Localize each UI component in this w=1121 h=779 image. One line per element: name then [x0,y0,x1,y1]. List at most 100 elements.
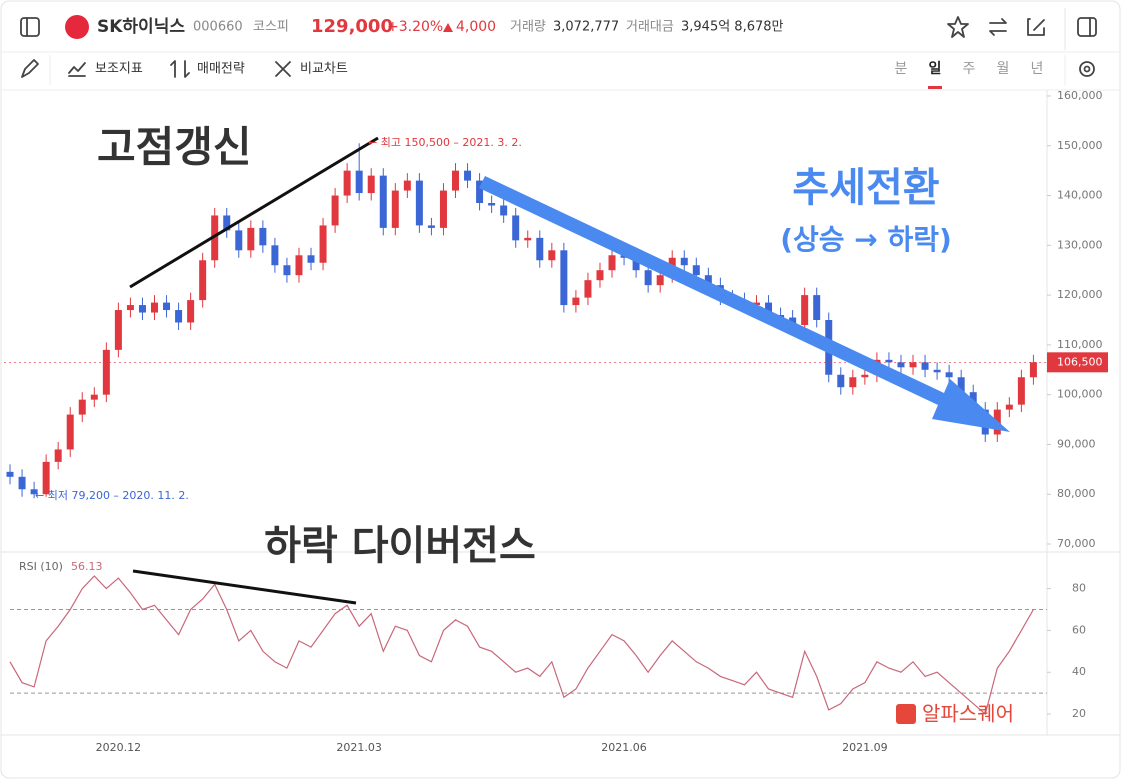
y-tick-label: 150,000 [1057,139,1103,152]
change: 4,000 [456,19,496,35]
candle-body [789,317,797,325]
candle-body [765,302,773,316]
candle-body [1017,377,1025,405]
period-tab[interactable]: 년 [1031,61,1044,77]
logo [65,15,89,39]
candle-body [608,255,616,271]
change-pct: +3.20% [387,19,443,35]
strategy-icon [170,60,190,78]
y-tick-label: 60 [1072,623,1086,636]
candle-body [126,305,134,311]
candle-body [319,225,327,263]
annotation: 하락 다이버전스 [264,523,536,569]
candle-body [644,270,652,286]
watermark-logo [896,704,916,724]
header: SK하이닉스 000660 코스피 129,000 +3.20% 4,000 거… [1,8,1120,53]
indicator-icon [68,62,86,77]
candle-body [235,230,243,251]
candle-body [114,310,122,350]
candle-body [1005,404,1013,410]
y-tick-label: 160,000 [1057,89,1103,102]
draw-button[interactable] [21,59,39,78]
candle-body [909,362,917,368]
tool[interactable]: 비교차트 [300,62,348,77]
watermark: 알파스퀘어 [922,702,1014,726]
volume: 3,072,777 [553,20,619,35]
candle-body [452,170,459,191]
settings-button-center [1083,65,1091,73]
candle-body [813,295,821,320]
candle-body [66,414,74,450]
candle-body [512,215,520,241]
candle-body [560,250,568,306]
candle-body [187,300,195,323]
y-tick-label: 80,000 [1057,487,1096,500]
candle-body [704,275,712,286]
y-tick-label: 100,000 [1057,388,1103,401]
candle-body [427,225,435,228]
high-label: ← 최고 150,500 – 2021. 3. 2. [368,136,522,149]
edit-button[interactable] [1027,18,1045,36]
candle-body [957,377,965,393]
candle-body [464,170,472,181]
candle-body [885,359,893,363]
candle-body [163,302,171,311]
candle-body [548,250,556,261]
settings-button[interactable] [1079,61,1095,77]
price-tag-label: 106,500 [1057,355,1103,368]
panel-button[interactable] [1077,17,1097,37]
period-tab[interactable]: 주 [963,61,976,77]
market: 코스피 [253,20,289,35]
candle-body [656,275,664,286]
trend-arrow [479,176,1010,432]
y-tick-label: 20 [1072,707,1086,720]
candle-body [283,265,291,276]
candle-body [175,310,183,323]
y-tick-label: 40 [1072,665,1086,678]
candle-body [42,461,50,495]
tool[interactable]: 보조지표 [95,62,143,77]
candle-body [897,362,905,368]
candle-body [295,255,303,276]
y-tick-label: 70,000 [1057,537,1096,550]
y-tick-label: 90,000 [1057,437,1096,450]
candle-body [391,190,399,228]
price: 129,000 [311,16,393,37]
annotation: (상승 → 하락) [780,223,952,256]
candle-body [680,257,688,266]
candle-body [1029,362,1037,378]
candle-body [439,190,447,228]
candle-body [849,377,857,388]
candle-body [753,302,760,306]
stock-name: SK하이닉스 [97,17,185,37]
swap-button[interactable] [989,18,1007,36]
candle-body [138,305,146,313]
rsi-line [9,575,1034,716]
favorite-button[interactable] [947,16,969,38]
candle-body [403,180,411,191]
toolbar: 보조지표 매매전략 비교차트 분 일 주 월 년 [1,55,1120,91]
divergence-line [132,569,357,605]
candle-body [837,374,845,388]
candle-body [307,255,315,263]
y-tick-label: 140,000 [1057,189,1103,202]
y-tick-label: 130,000 [1057,238,1103,251]
candle-body [102,349,110,395]
candle-body [945,372,953,378]
period-tab[interactable]: 월 [997,61,1010,77]
sidebar-button[interactable] [20,17,40,37]
candle-body [861,374,869,378]
candle-body [367,175,375,194]
annotation: 고점갱신 [97,123,252,172]
candle-body [6,471,14,477]
period-tab[interactable]: 분 [895,61,908,77]
trend-line [129,136,379,289]
tool[interactable]: 매매전략 [197,62,245,77]
candle-body [801,295,809,325]
candle-body [90,394,98,400]
candle-body [921,362,929,370]
annotations: 고점갱신 ← 최고 150,500 – 2021. 3. 2. ← 최저 79,… [35,123,1014,726]
period-tab[interactable]: 일 [929,61,942,77]
